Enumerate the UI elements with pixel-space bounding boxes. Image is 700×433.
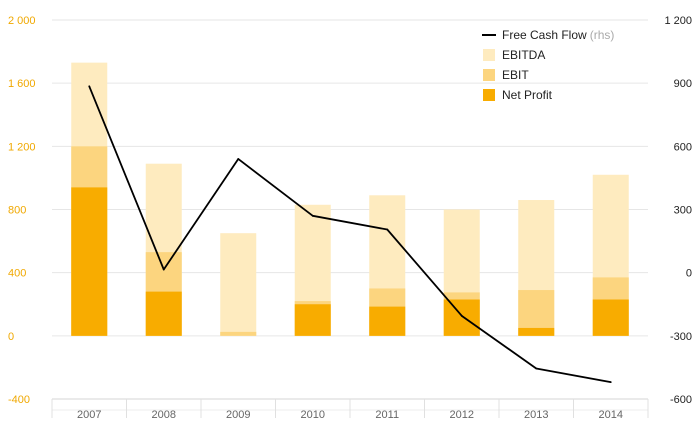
y-left-tick-label: 2 000 xyxy=(8,15,36,27)
x-tick-label: 2013 xyxy=(524,409,548,421)
legend-swatch-box xyxy=(483,69,495,81)
axes: -400 0 400 800 1 200 1 600 2 000 -600 -300 0 300 60… xyxy=(8,15,692,421)
bar-net-profit xyxy=(592,299,629,336)
x-tick-label: 2007 xyxy=(77,409,101,421)
x-tick-label: 2010 xyxy=(301,409,325,421)
legend-swatch-box xyxy=(483,89,495,101)
free-cash-flow-point xyxy=(237,158,240,160)
y-right-tick-label: 600 xyxy=(674,141,692,153)
legend-label: EBIT xyxy=(502,68,529,82)
y-right-tick-label: 0 xyxy=(686,268,692,280)
y-left-tick-label: 400 xyxy=(8,268,26,280)
y-right-tick-label: -600 xyxy=(670,394,692,406)
grid-lines xyxy=(52,19,648,400)
y-left-tick-label: -400 xyxy=(8,394,30,406)
legend-label: EBITDA xyxy=(502,48,545,62)
free-cash-flow-point xyxy=(88,85,91,88)
bar-net-profit xyxy=(294,304,331,336)
legend-item: EBITDA xyxy=(483,48,545,62)
legend: Free Cash Flow (rhs) EBITDA EBIT Net Profit xyxy=(482,28,614,102)
bar-net-profit xyxy=(71,187,108,336)
bar-net-profit xyxy=(443,299,480,336)
legend-swatch-box xyxy=(483,49,495,61)
bar-ebit xyxy=(220,331,257,336)
x-tick-label: 2008 xyxy=(152,409,176,421)
legend-item: Net Profit xyxy=(483,88,553,102)
y-right-tick-label: -300 xyxy=(670,331,692,343)
y-right-tick-label: 1 200 xyxy=(664,15,692,27)
x-tick-label: 2009 xyxy=(226,409,250,421)
x-tick-label: 2014 xyxy=(599,409,623,421)
bar-net-profit xyxy=(145,291,182,336)
bars xyxy=(71,62,629,336)
free-cash-flow-line xyxy=(88,85,611,384)
free-cash-flow-point xyxy=(460,314,463,317)
bar-net-profit xyxy=(369,306,406,336)
free-cash-flow-point xyxy=(609,381,612,384)
bar-ebitda xyxy=(220,233,257,336)
y-right-tick-label: 900 xyxy=(674,78,692,90)
y-left-tick-label: 0 xyxy=(8,331,14,343)
y-left-tick-label: 800 xyxy=(8,205,26,217)
legend-item: Free Cash Flow (rhs) xyxy=(482,28,614,42)
bar-net-profit xyxy=(518,327,555,336)
free-cash-flow-point xyxy=(386,228,389,231)
y-left-tick-label: 1 200 xyxy=(8,141,36,153)
x-tick-label: 2011 xyxy=(375,409,399,421)
legend-item: EBIT xyxy=(483,68,529,82)
y-left-tick-label: 1 600 xyxy=(8,78,36,90)
free-cash-flow-point xyxy=(311,214,314,217)
y-right-tick-label: 300 xyxy=(674,205,692,217)
legend-label: Free Cash Flow xyxy=(502,28,587,42)
free-cash-flow-line-layer xyxy=(88,85,612,384)
x-tick-label: 2012 xyxy=(450,409,474,421)
legend-note: (rhs) xyxy=(590,28,615,42)
legend-label: Net Profit xyxy=(502,88,553,102)
free-cash-flow-point xyxy=(535,367,538,370)
free-cash-flow-point xyxy=(162,268,165,271)
